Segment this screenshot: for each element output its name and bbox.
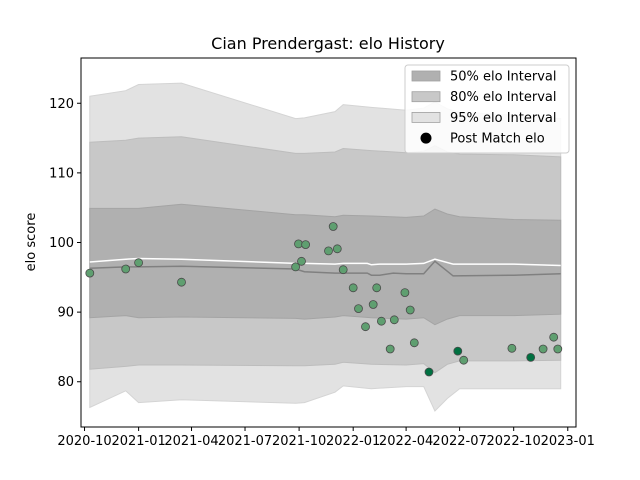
post-match-point — [405, 305, 415, 315]
legend-label: Post Match elo — [450, 132, 545, 147]
legend-label: 50% elo Interval — [450, 70, 557, 85]
y-tick-label: 80 — [57, 375, 74, 390]
post-match-point — [400, 288, 410, 298]
post-match-point — [376, 316, 386, 326]
post-match-point — [297, 256, 306, 266]
x-tick-label: 2023-01 — [541, 434, 595, 449]
y-axis: 80 90 100 110 120 — [49, 97, 81, 390]
y-axis-label: elo score — [24, 213, 39, 272]
series-median-line — [89, 260, 561, 277]
x-tick-label: 2020-10 — [57, 434, 111, 449]
plot-area — [85, 82, 563, 412]
post-match-point — [372, 283, 382, 293]
post-match-point — [424, 367, 434, 377]
post-match-point — [177, 277, 186, 287]
y-tick-label: 100 — [49, 236, 74, 251]
post-match-point — [348, 283, 358, 293]
post-match-point — [526, 352, 536, 362]
x-tick-label: 2021-07 — [218, 434, 272, 449]
post-match-point — [85, 268, 95, 278]
post-match-point — [538, 344, 548, 354]
post-match-point — [368, 300, 378, 309]
legend-swatch — [411, 70, 441, 82]
y-tick-label: 110 — [49, 166, 74, 181]
post-match-point — [361, 322, 370, 332]
post-match-point — [324, 246, 333, 256]
post-match-point — [507, 343, 517, 353]
legend-swatch — [411, 112, 441, 123]
post-match-point — [328, 222, 338, 231]
x-tick-label: 2022-10 — [487, 434, 541, 449]
post-match-point — [409, 338, 419, 348]
chart-title: Cian Prendergast: elo History — [211, 34, 445, 53]
x-tick-label: 2022-07 — [432, 434, 486, 449]
x-tick-label: 2022-04 — [379, 434, 433, 449]
post-match-point — [354, 304, 363, 314]
x-tick-label: 2022-01 — [326, 434, 380, 449]
legend-marker — [420, 132, 432, 144]
legend: 50% elo Interval 80% elo Interval 95% elo … — [404, 64, 570, 154]
legend-box — [404, 64, 570, 154]
legend-swatch — [411, 91, 441, 103]
post-match-point — [332, 244, 342, 254]
legend-label: 95% elo Interval — [450, 111, 557, 126]
x-tick-label: 2021-10 — [272, 434, 326, 449]
post-match-point — [553, 344, 563, 354]
post-match-point — [385, 344, 395, 354]
post-match-point — [459, 355, 469, 365]
post-match-point — [389, 315, 399, 325]
post-match-point — [121, 264, 131, 274]
post-match-point — [453, 346, 463, 356]
legend-label: 80% elo Interval — [450, 90, 557, 105]
post-match-point — [134, 258, 144, 268]
x-tick-label: 2021-01 — [111, 434, 165, 449]
post-match-point — [291, 262, 301, 272]
series-mean-line — [89, 257, 561, 267]
x-tick-label: 2021-04 — [164, 434, 218, 449]
post-match-point — [338, 265, 348, 275]
post-match-point — [549, 332, 559, 342]
y-tick-label: 90 — [57, 306, 74, 321]
post-match-point — [301, 240, 311, 250]
y-tick-label: 120 — [49, 97, 74, 112]
